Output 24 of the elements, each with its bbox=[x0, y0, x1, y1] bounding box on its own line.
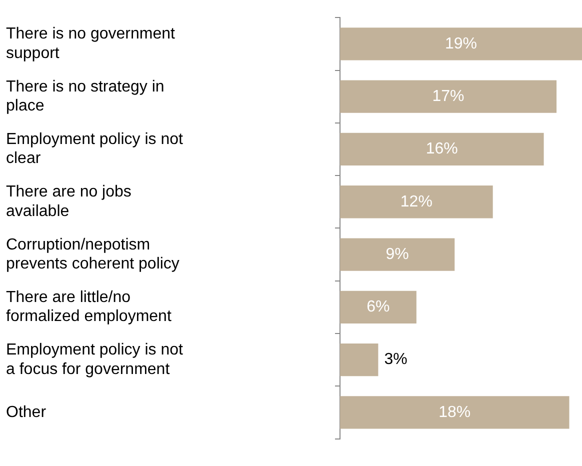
bar bbox=[340, 396, 570, 429]
bar bbox=[340, 290, 416, 324]
data-label: 16% bbox=[426, 140, 458, 158]
y-tick-label: There is no strategy in place bbox=[6, 78, 164, 115]
data-label: 3% bbox=[384, 351, 408, 368]
bar bbox=[340, 80, 557, 113]
data-label: 9% bbox=[386, 246, 409, 263]
y-tick-label: There are little/no formalized employment bbox=[6, 288, 172, 326]
data-label: 17% bbox=[432, 88, 464, 105]
bar bbox=[340, 344, 378, 376]
data-label: 18% bbox=[438, 404, 471, 421]
data-label: 19% bbox=[444, 35, 478, 52]
y-tick-label: Employment policy is not a focus for government bbox=[6, 342, 184, 378]
data-label: 6% bbox=[366, 298, 390, 316]
y-tick-label: Other bbox=[6, 404, 47, 421]
bar bbox=[340, 132, 544, 166]
bar bbox=[340, 238, 455, 271]
y-tick-label: There is no government support bbox=[6, 26, 176, 62]
data-label: 12% bbox=[400, 193, 432, 210]
y-tick-label: Employment policy is not clear bbox=[6, 131, 184, 168]
y-tick-label: Corruption/nepotism prevents coherent policy bbox=[6, 236, 180, 273]
bar bbox=[340, 28, 582, 60]
bar bbox=[340, 186, 493, 218]
y-tick-label: There are no jobs available bbox=[6, 184, 132, 220]
